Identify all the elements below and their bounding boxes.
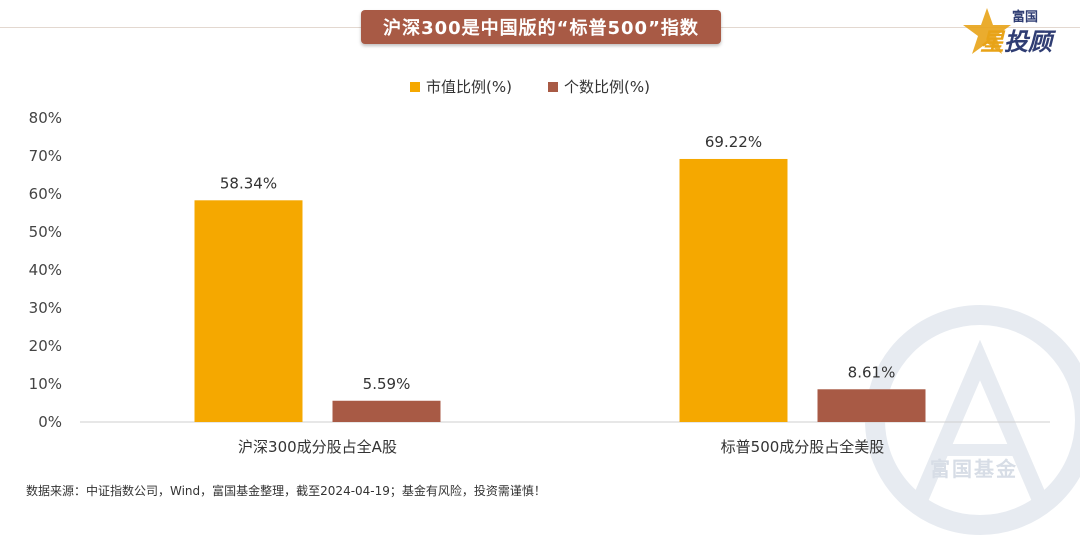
bar: [679, 158, 788, 422]
data-label: 69.22%: [705, 133, 762, 151]
legend-label-2: 个数比例(%): [564, 78, 650, 96]
brand-logo: 富国 星投顾: [962, 6, 1072, 57]
logo-star-char: 星: [980, 28, 1004, 56]
bar: [332, 400, 441, 422]
bar: [817, 389, 926, 422]
y-tick-label: 10%: [29, 375, 62, 393]
chart-title: 沪深300是中国版的“标普500”指数: [361, 10, 721, 44]
y-axis: 0% 10% 20% 30% 40% 50% 60% 70% 80%: [29, 109, 62, 431]
bar-chart: 市值比例(%) 个数比例(%) 0% 10% 20% 30% 40% 50% 60% 70% 80…: [29, 78, 1050, 456]
bar-series: 58.34% 5.59% 69.22% 8.61%: [194, 133, 926, 422]
x-tick-label: 沪深300成分股占全A股: [238, 438, 397, 456]
legend-label-1: 市值比例(%): [426, 78, 512, 96]
source-note: 数据来源：中证指数公司，Wind，富国基金整理，截至2024-04-19；基金有…: [26, 484, 546, 498]
y-tick-label: 50%: [29, 223, 62, 241]
data-label: 8.61%: [848, 363, 896, 381]
legend-swatch-1: [410, 82, 420, 92]
y-tick-label: 60%: [29, 185, 62, 203]
title-bar: 沪深300是中国版的“标普500”指数: [0, 8, 1080, 48]
y-tick-label: 40%: [29, 261, 62, 279]
chart-legend: 市值比例(%) 个数比例(%): [410, 78, 650, 96]
y-tick-label: 70%: [29, 147, 62, 165]
y-tick-label: 80%: [29, 109, 62, 127]
y-tick-label: 20%: [29, 337, 62, 355]
bar: [194, 200, 303, 422]
logo-main-text: 星投顾: [980, 22, 1052, 57]
y-tick-label: 30%: [29, 299, 62, 317]
legend-swatch-2: [548, 82, 558, 92]
logo-rest-text: 投顾: [1004, 28, 1052, 56]
x-tick-label: 标普500成分股占全美股: [721, 438, 885, 456]
data-label: 5.59%: [363, 375, 411, 393]
y-tick-label: 0%: [38, 413, 62, 431]
logo-top-text: 富国: [1012, 10, 1039, 25]
star-icon: [963, 8, 1011, 54]
x-axis: 沪深300成分股占全A股 标普500成分股占全美股: [80, 421, 1050, 456]
watermark-text: 富国基金: [930, 457, 1018, 481]
data-label: 58.34%: [220, 174, 277, 192]
